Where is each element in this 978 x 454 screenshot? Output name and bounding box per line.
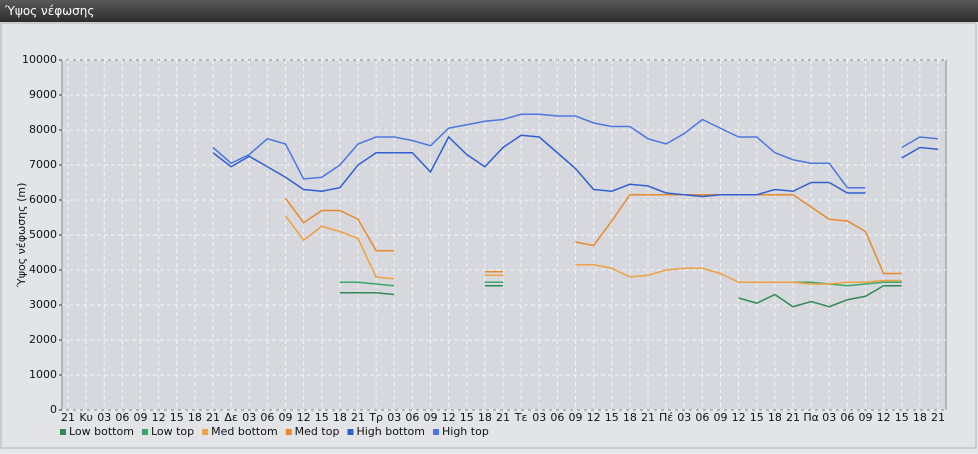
legend-swatch [141, 429, 148, 435]
x-tick-label: 15 [170, 411, 184, 424]
x-tick-label: 09 [569, 411, 583, 424]
x-tick-label: 03 [387, 411, 401, 424]
y-tick-label: 6000 [29, 193, 57, 206]
y-tick-label: 8000 [29, 123, 57, 136]
y-tick-label: 5000 [29, 228, 57, 241]
x-tick-label: 09 [714, 411, 728, 424]
y-tick-label: 10000 [22, 53, 57, 66]
x-tick-label: 09 [279, 411, 293, 424]
x-tick-label: 12 [877, 411, 891, 424]
legend-label: Med bottom [211, 425, 278, 438]
x-tick-label: 06 [840, 411, 854, 424]
x-tick-label: Πα [803, 411, 819, 424]
legend-label: High top [442, 425, 489, 438]
series-line [284, 215, 902, 285]
x-tick-label: Πέ [659, 411, 673, 424]
x-tick-label: 06 [550, 411, 564, 424]
legend-label: Low top [151, 425, 194, 438]
y-tick-label: 9000 [29, 88, 57, 101]
x-tick-label: 06 [115, 411, 129, 424]
x-tick-label: 03 [677, 411, 691, 424]
x-tick-label: 06 [260, 411, 274, 424]
legend-swatch [202, 429, 209, 435]
legend-swatch [433, 429, 439, 435]
x-tick-label: 21 [786, 411, 800, 424]
x-tick-label: 12 [587, 411, 601, 424]
x-tick-label: 21 [931, 411, 945, 424]
x-tick-label: 21 [206, 411, 220, 424]
x-tick-label: Δε [224, 411, 238, 424]
y-tick-label: 7000 [29, 158, 57, 171]
x-tick-label: 15 [605, 411, 619, 424]
x-tick-label: 03 [822, 411, 836, 424]
series-line [339, 285, 902, 308]
x-tick-label: 06 [405, 411, 419, 424]
x-tick-label: 12 [152, 411, 166, 424]
series-line [212, 134, 939, 198]
x-tick-label: 21 [496, 411, 510, 424]
x-tick-label: 15 [460, 411, 474, 424]
x-tick-label: 12 [442, 411, 456, 424]
legend-label: Med top [295, 425, 340, 438]
x-tick-label: 18 [188, 411, 202, 424]
x-tick-label: 18 [913, 411, 927, 424]
x-tick-label: 15 [315, 411, 329, 424]
legend-swatch [347, 429, 354, 435]
legend-label: High bottom [356, 425, 425, 438]
x-tick-label: 21 [61, 411, 75, 424]
x-tick-label: Τε [514, 411, 528, 424]
x-tick-label: 09 [424, 411, 438, 424]
legend-swatch [285, 429, 292, 435]
x-tick-label: 03 [242, 411, 256, 424]
legend-label: Low bottom [69, 425, 134, 438]
chart: Ύψος νέφωσης (m) 0 1000 2000 3000 4000 5000 60… [0, 22, 977, 449]
x-tick-label: 18 [623, 411, 637, 424]
window-title: Ύψος νέφωσης [0, 0, 978, 22]
x-tick-label: 09 [134, 411, 148, 424]
x-tick-label: 12 [732, 411, 746, 424]
y-tick-label: 0 [50, 403, 57, 416]
x-tick-label: 21 [351, 411, 365, 424]
x-tick-label: 18 [478, 411, 492, 424]
x-tick-label: 18 [768, 411, 782, 424]
x-tick-label: 15 [895, 411, 909, 424]
series-line [212, 113, 939, 189]
x-tick-label: 03 [532, 411, 546, 424]
x-tick-label: 03 [97, 411, 111, 424]
y-tick-label: 2000 [29, 333, 57, 346]
y-axis-label: Ύψος νέφωσης (m) [15, 183, 28, 289]
x-tick-label: Τρ [368, 411, 383, 424]
x-tick-label: 21 [641, 411, 655, 424]
y-tick-label: 4000 [29, 263, 57, 276]
x-tick-label: Κυ [79, 411, 93, 424]
x-tick-label: 18 [333, 411, 347, 424]
x-tick-label: 12 [297, 411, 311, 424]
y-tick-label: 1000 [29, 368, 57, 381]
x-tick-label: 06 [695, 411, 709, 424]
x-tick-label: 09 [859, 411, 873, 424]
legend-swatch [60, 429, 66, 435]
y-tick-label: 3000 [29, 298, 57, 311]
x-tick-label: 15 [750, 411, 764, 424]
